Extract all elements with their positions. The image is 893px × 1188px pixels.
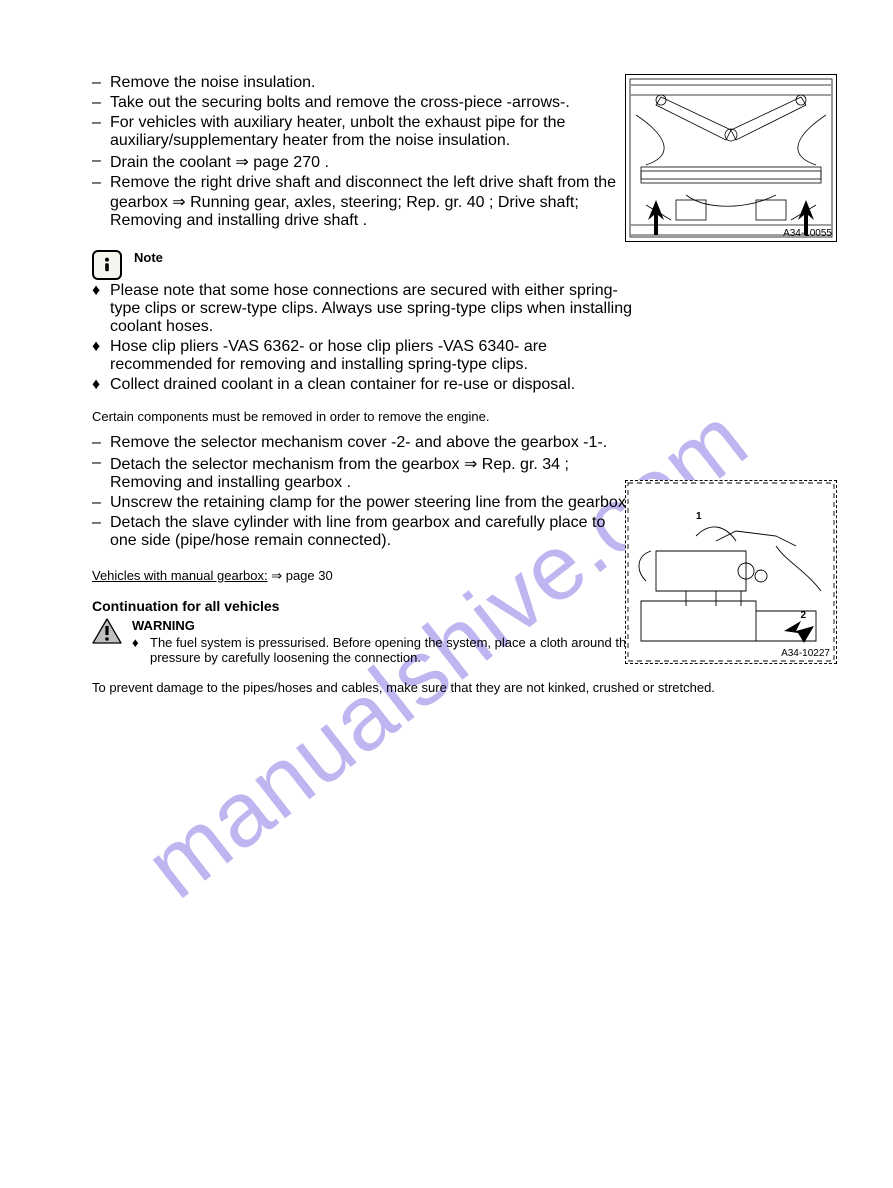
paragraph: To prevent damage to the pipes/hoses and… (92, 679, 732, 697)
step-item: –Take out the securing bolts and remove … (92, 94, 632, 112)
note-title: Note (134, 250, 163, 265)
note-line: ♦Collect drained coolant in a clean cont… (92, 376, 632, 394)
figure-selector-caption: A34-10227 (781, 648, 830, 659)
figure-selector-svg (626, 481, 836, 663)
step-item: –Remove the noise insulation. (92, 74, 632, 92)
figure-selector-label-1: 1 (696, 511, 702, 522)
figure-crosspiece-svg (626, 75, 836, 241)
figure-selector: 1 2 A34-10227 (625, 480, 837, 664)
steps-top: –Remove the noise insulation. –Take out … (92, 74, 632, 230)
note-line: ♦Hose clip pliers -VAS 6362- or hose cli… (92, 338, 632, 374)
page: manualshive.com (0, 0, 893, 1188)
fig2-steps: –Remove the selector mechanism cover -2-… (92, 434, 632, 550)
figure-selector-label-2: 2 (800, 610, 806, 621)
step-item: –Detach the slave cylinder with line fro… (92, 514, 632, 550)
step-item: –For vehicles with auxiliary heater, unb… (92, 114, 632, 150)
step-item: –Detach the selector mechanism from the … (92, 454, 632, 492)
step-item: –Remove the right drive shaft and discon… (92, 174, 632, 230)
note-line: ♦Please note that some hose connections … (92, 282, 632, 336)
figure-crosspiece-caption: A34-10055 (783, 228, 832, 239)
content-area: A34-10055 –Remove the noise insulation. … (92, 74, 845, 696)
figure-crosspiece: A34-10055 (625, 74, 837, 242)
step-item: –Remove the selector mechanism cover -2-… (92, 434, 632, 452)
warning-icon (92, 618, 122, 644)
note-block: Note (92, 250, 845, 280)
step-item: –Drain the coolant ⇒ page 270 . (92, 152, 632, 172)
info-icon (92, 250, 122, 280)
paragraph: Certain components must be removed in or… (92, 408, 845, 426)
step-item: –Unscrew the retaining clamp for the pow… (92, 494, 632, 512)
